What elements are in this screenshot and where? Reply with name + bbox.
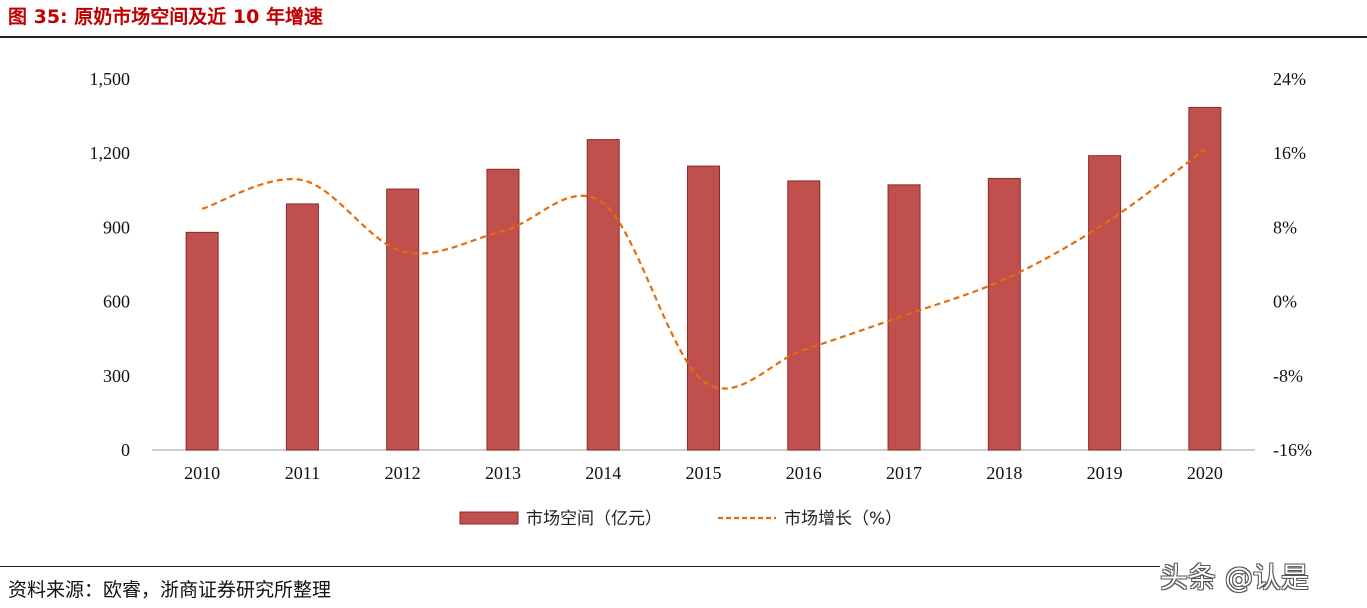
left-tick-label: 300 bbox=[103, 366, 130, 386]
right-tick-label: -16% bbox=[1273, 440, 1312, 460]
bar-2020 bbox=[1188, 106, 1222, 451]
category-labels: 2010 2011 2012 2013 2014 2015 2016 2017 2018 2019… bbox=[184, 463, 1223, 483]
watermark: 头条 @认是 bbox=[1160, 561, 1309, 594]
left-tick-label: 600 bbox=[103, 292, 130, 312]
chart-title: 图 35: 原奶市场空间及近 10 年增速 bbox=[8, 6, 323, 28]
bottom-divider bbox=[0, 566, 1160, 567]
legend-line-label: 市场增长（%） bbox=[784, 509, 902, 529]
category-label: 2018 bbox=[986, 463, 1022, 483]
left-tick-label: 0 bbox=[121, 440, 130, 460]
bar-2014 bbox=[586, 139, 620, 451]
top-divider bbox=[0, 36, 1367, 38]
category-label: 2010 bbox=[184, 463, 220, 483]
right-tick-label: 24% bbox=[1273, 69, 1306, 89]
bar-line-chart: 0 300 600 900 1,200 1,500 -16% -8% 0% 8% 16% 24% 2… bbox=[90, 69, 1313, 529]
bar-2019 bbox=[1088, 155, 1122, 451]
left-tick-label: 1,200 bbox=[90, 143, 131, 163]
source-note: 资料来源：欧睿，浙商证券研究所整理 bbox=[8, 579, 332, 601]
legend-bar-swatch bbox=[459, 511, 519, 525]
right-tick-label: 0% bbox=[1273, 292, 1297, 312]
right-axis-ticks: -16% -8% 0% 8% 16% 24% bbox=[1273, 69, 1312, 460]
category-label: 2020 bbox=[1187, 463, 1223, 483]
category-label: 2019 bbox=[1087, 463, 1123, 483]
bar-2012 bbox=[386, 188, 420, 451]
bar-2016 bbox=[787, 180, 821, 451]
growth-line bbox=[201, 148, 1206, 390]
category-label: 2011 bbox=[285, 463, 320, 483]
category-label: 2012 bbox=[385, 463, 421, 483]
legend-bar-label: 市场空间（亿元） bbox=[526, 509, 662, 529]
left-tick-label: 1,500 bbox=[90, 69, 131, 89]
bar-2011 bbox=[285, 203, 319, 451]
category-label: 2013 bbox=[485, 463, 521, 483]
bar-2017 bbox=[887, 184, 921, 451]
category-label: 2014 bbox=[585, 463, 621, 483]
legend: 市场空间（亿元） 市场增长（%） bbox=[459, 509, 902, 529]
left-axis-ticks: 0 300 600 900 1,200 1,500 bbox=[90, 69, 131, 460]
category-label: 2017 bbox=[886, 463, 922, 483]
right-tick-label: -8% bbox=[1273, 366, 1303, 386]
bar-2018 bbox=[987, 177, 1021, 451]
bar-2015 bbox=[687, 165, 720, 451]
bar-series bbox=[185, 106, 1222, 451]
bar-2013 bbox=[486, 168, 520, 451]
bar-2010 bbox=[185, 231, 219, 451]
right-tick-label: 8% bbox=[1273, 217, 1297, 237]
category-label: 2016 bbox=[786, 463, 822, 483]
category-label: 2015 bbox=[686, 463, 722, 483]
left-tick-label: 900 bbox=[103, 217, 130, 237]
right-tick-label: 16% bbox=[1273, 143, 1306, 163]
